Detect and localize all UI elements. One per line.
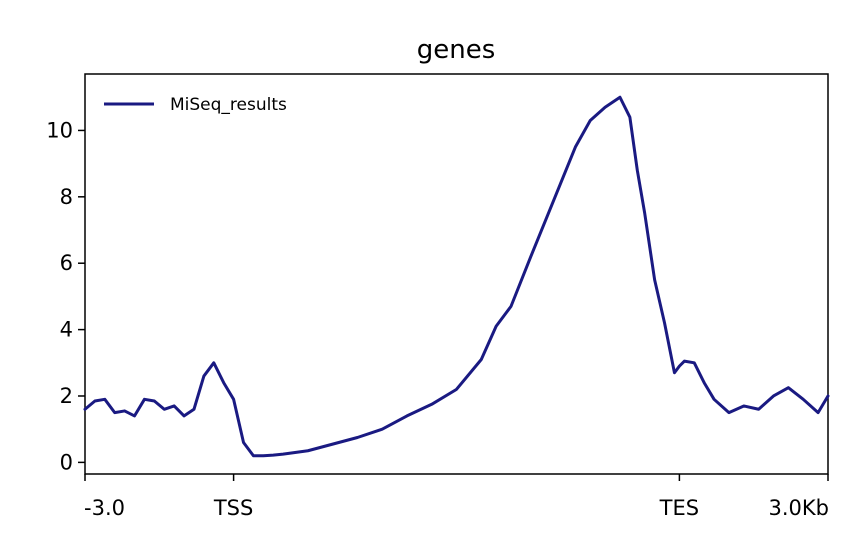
x-tick-label: TES bbox=[659, 496, 699, 520]
y-axis: 0 2 4 6 8 10 bbox=[46, 118, 85, 474]
y-tick-label: 4 bbox=[60, 318, 73, 342]
y-tick-label: 0 bbox=[60, 450, 73, 474]
y-tick-label: 10 bbox=[46, 118, 73, 142]
series-line-miseq-results bbox=[83, 95, 830, 458]
y-tick-label: 2 bbox=[60, 384, 73, 408]
chart-title: genes bbox=[417, 35, 496, 65]
x-tick-label: TSS bbox=[213, 496, 254, 520]
x-tick-label: -3.0 bbox=[84, 496, 125, 520]
y-tick-label: 8 bbox=[60, 185, 73, 209]
plot-area-frame bbox=[84, 73, 829, 475]
x-tick-label: 3.0Kb bbox=[769, 496, 830, 520]
legend: MiSeq_results bbox=[104, 95, 287, 115]
y-tick-label: 6 bbox=[60, 251, 73, 275]
x-axis: -3.0 TSS TES 3.0Kb bbox=[84, 474, 829, 520]
legend-label: MiSeq_results bbox=[170, 95, 287, 115]
